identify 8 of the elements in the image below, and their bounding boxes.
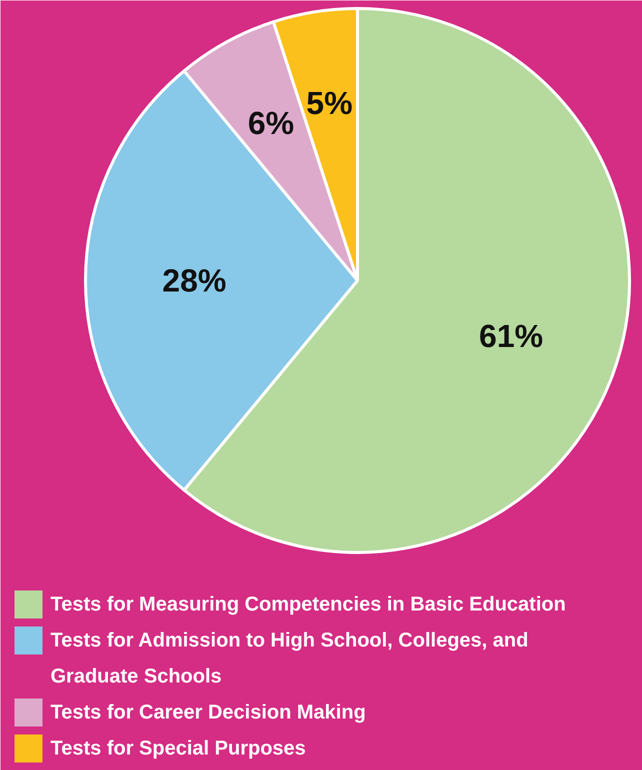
data-label: 61% [479, 318, 544, 354]
legend-label: Tests for Career Decision Making [50, 702, 366, 724]
data-label: 5% [306, 85, 353, 122]
legend-label: Tests for Admission to High School, Colleges, and Graduate Schools [50, 630, 528, 688]
data-label: 6% [248, 105, 294, 142]
data-label: 28% [162, 262, 226, 298]
legend-label: Tests for Measuring Competencies in Basic Education [50, 594, 566, 616]
legend-label: Tests for Special Purposes [50, 738, 306, 760]
